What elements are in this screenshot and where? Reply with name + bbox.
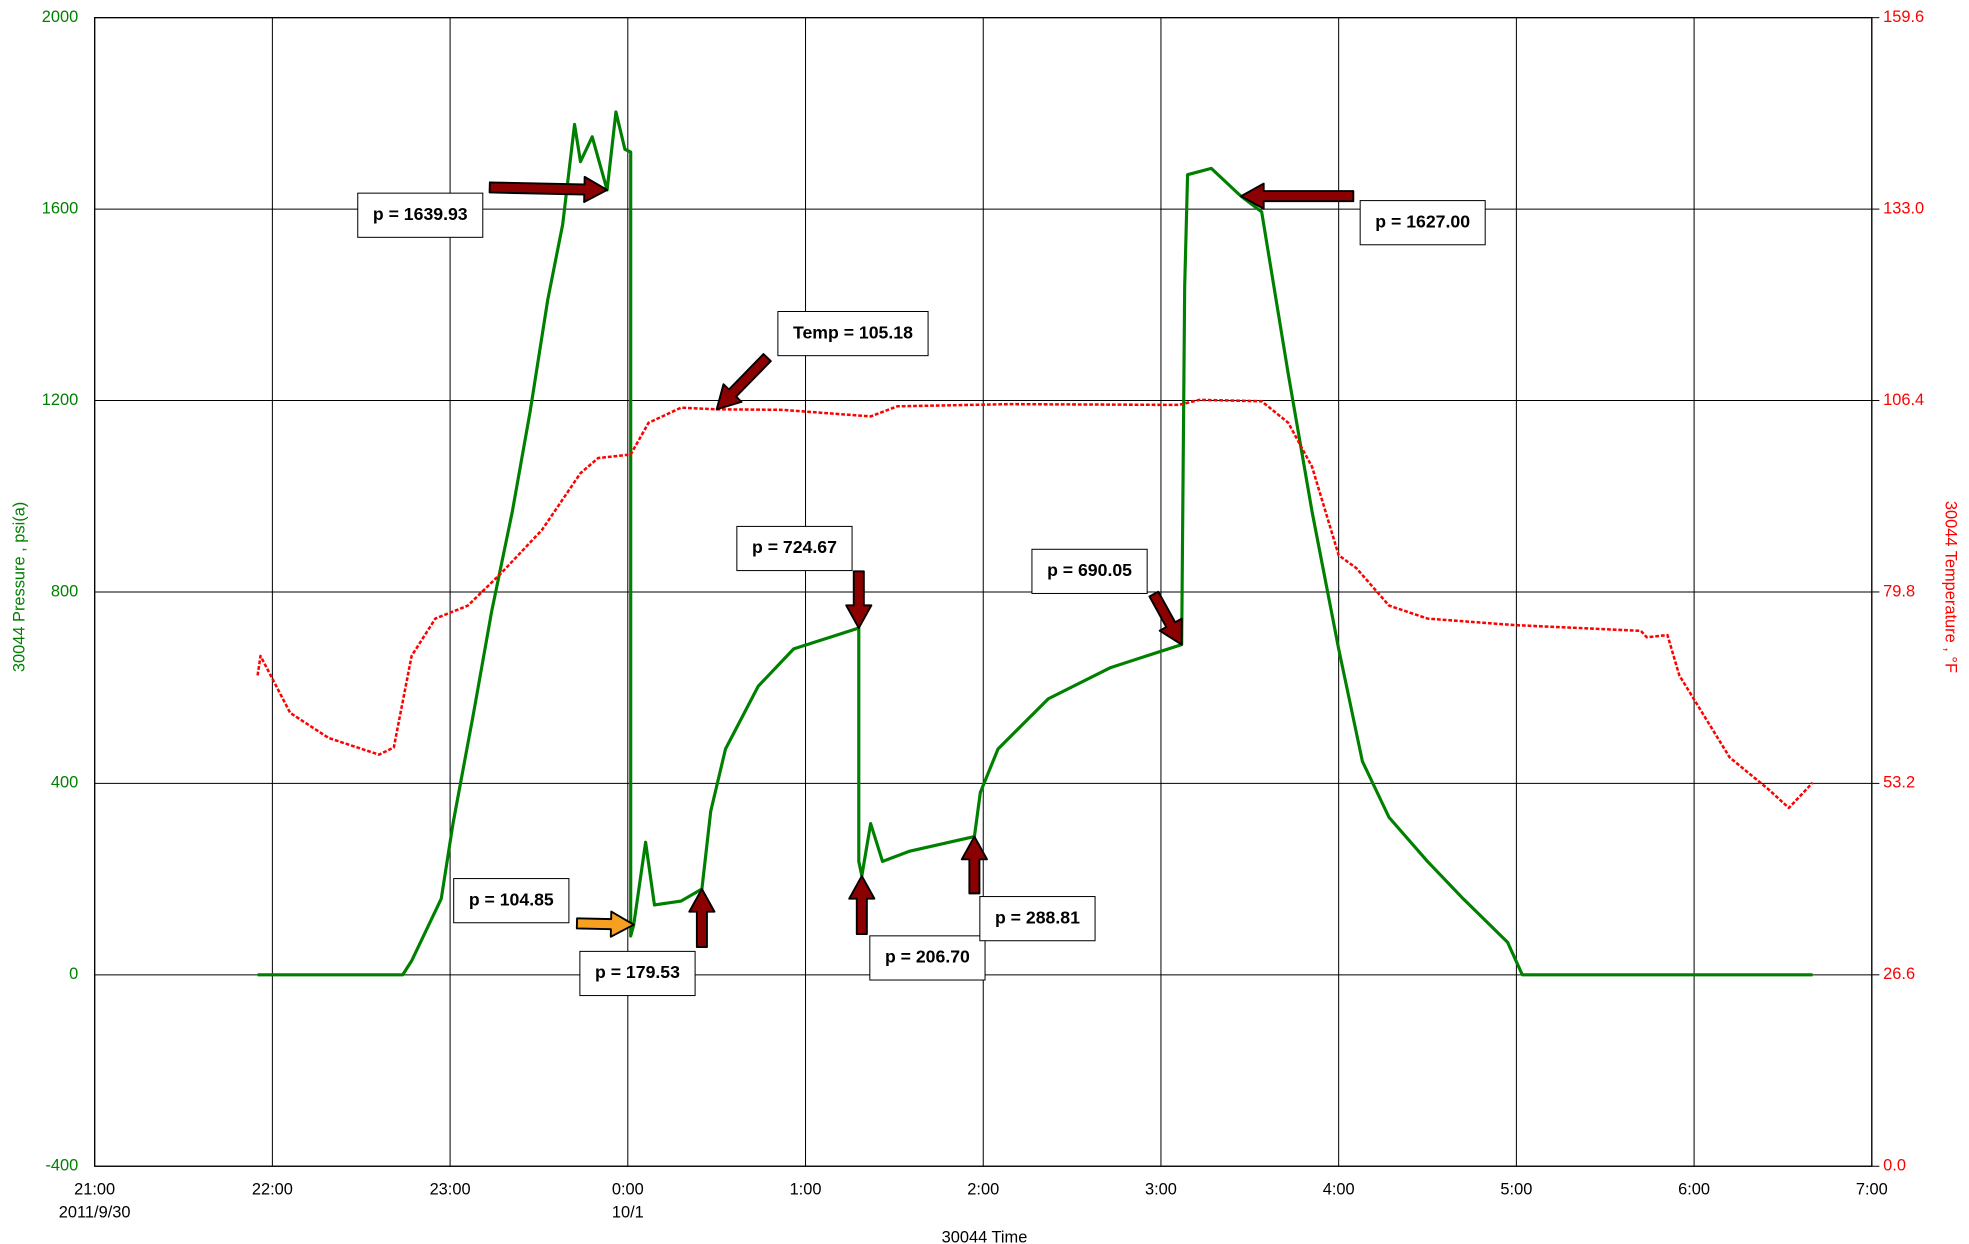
series-line <box>257 110 1813 977</box>
annotation-arrow <box>575 910 635 938</box>
annotation-label: p = 724.67 <box>752 537 837 557</box>
annotation: p = 179.53 <box>579 888 716 997</box>
x-tick-label: 23:00 <box>430 1181 471 1199</box>
annotation-box <box>1031 548 1148 594</box>
x-tick-label: 0:00 <box>612 1181 644 1199</box>
annotation-label: p = 288.81 <box>995 907 1080 927</box>
y-tick-label: 400 <box>51 774 78 792</box>
x-tick-label: 3:00 <box>1145 1181 1177 1199</box>
y2-tick-label: 26.6 <box>1883 965 1915 983</box>
y2-tick-label: 133.0 <box>1883 199 1924 217</box>
x-tick-label: 4:00 <box>1323 1181 1355 1199</box>
annotation-arrow <box>715 353 772 411</box>
annotation-arrow <box>1148 590 1183 646</box>
y-tick-label: 800 <box>51 582 78 600</box>
annotation: Temp = 105.18 <box>715 310 929 411</box>
y-axis-title: 30044 Pressure , psi(a) <box>11 502 29 672</box>
x-tick-date: 2011/9/30 <box>59 1203 131 1221</box>
y-tick-label: 2000 <box>42 8 78 26</box>
annotation: p = 288.81 <box>960 835 1096 942</box>
x-tick-label: 21:00 <box>74 1181 115 1199</box>
y2-tick-label: 0.0 <box>1883 1157 1906 1175</box>
annotation-box <box>979 896 1096 942</box>
x-tick-label: 22:00 <box>252 1181 293 1199</box>
annotation-box <box>453 878 570 924</box>
annotation: p = 104.85 <box>453 878 635 938</box>
annotation-box <box>736 525 853 572</box>
x-axis-title: 30044 Time <box>942 1229 1028 1244</box>
y-tick-label: 1200 <box>42 391 78 409</box>
y-tick-label: -400 <box>45 1157 78 1175</box>
annotation-label: p = 206.70 <box>885 947 970 967</box>
annotation-arrow <box>960 835 988 895</box>
y-tick-label: 0 <box>69 965 78 983</box>
y2-tick-label: 53.2 <box>1883 774 1915 792</box>
annotation: p = 690.05 <box>1031 548 1183 646</box>
annotation-label: p = 1639.93 <box>373 204 468 224</box>
y2-tick-label: 79.8 <box>1883 582 1915 600</box>
annotation-arrow <box>848 875 876 935</box>
annotation-box <box>869 935 986 981</box>
x-tick-date: 10/1 <box>612 1203 644 1221</box>
annotation: p = 724.67 <box>736 525 873 630</box>
annotation-label: p = 1627.00 <box>1375 211 1470 231</box>
annotation-label: p = 104.85 <box>469 889 554 909</box>
annotation-box <box>579 950 696 997</box>
x-tick-label: 1:00 <box>790 1181 822 1199</box>
y-tick-label: 1600 <box>42 199 78 217</box>
annotation-label: p = 690.05 <box>1047 560 1132 580</box>
annotation-arrow <box>688 888 716 948</box>
annotation-box <box>1359 200 1486 246</box>
annotation: p = 206.70 <box>848 875 986 981</box>
annotation: p = 1639.93 <box>357 175 609 238</box>
annotation-box <box>357 192 484 238</box>
annotation-label: p = 179.53 <box>595 962 680 982</box>
x-tick-label: 5:00 <box>1500 1181 1532 1199</box>
x-tick-label: 6:00 <box>1678 1181 1710 1199</box>
y2-tick-label: 106.4 <box>1883 391 1924 409</box>
annotation-arrow <box>845 570 873 630</box>
x-tick-label: 2:00 <box>967 1181 999 1199</box>
x-tick-label: 7:00 <box>1856 1181 1888 1199</box>
annotation-label: Temp = 105.18 <box>793 322 913 342</box>
annotation-arrow <box>1240 182 1355 210</box>
series-line <box>256 398 1814 810</box>
annotation-arrow <box>488 175 609 204</box>
y2-axis-title: 30044 Temperature , °F <box>1942 501 1960 673</box>
y2-tick-label: 159.6 <box>1883 8 1924 26</box>
annotation-box <box>777 310 929 357</box>
annotation: p = 1627.00 <box>1240 182 1486 246</box>
